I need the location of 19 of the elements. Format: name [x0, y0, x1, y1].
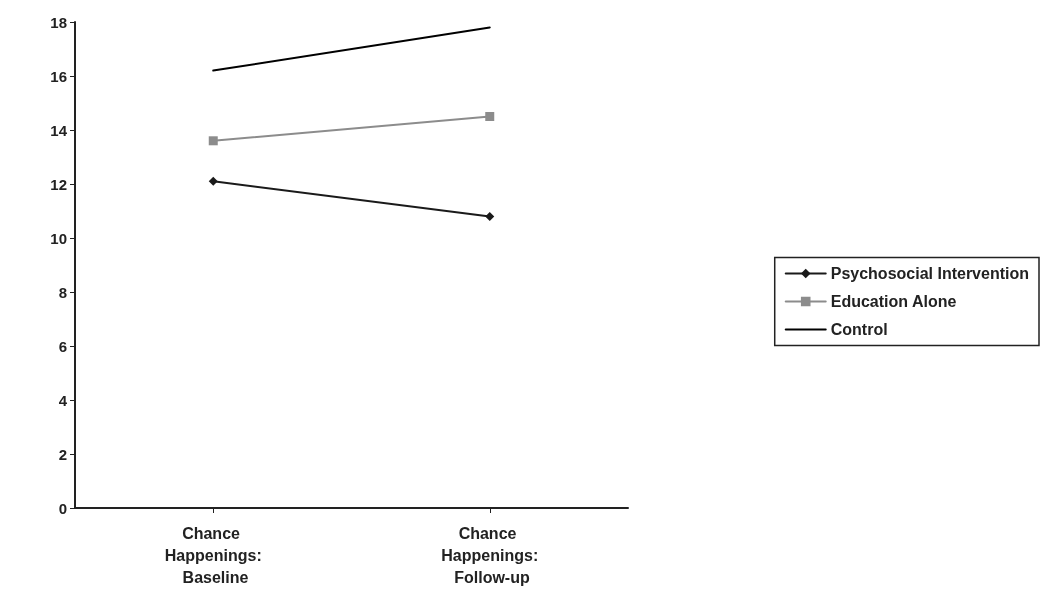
- y-tick-label: 10: [50, 229, 67, 247]
- point: [485, 112, 495, 121]
- y-tick-label: 4: [58, 391, 68, 409]
- y-tick-label: 2: [58, 445, 67, 463]
- y-tick-label: 18: [50, 13, 67, 31]
- y-tick-label: 6: [58, 337, 67, 355]
- y-tick-label: 12: [50, 175, 67, 193]
- x-tick-label: Chance Happenings: Baseline: [164, 524, 262, 586]
- y-tick-label: 8: [58, 283, 67, 301]
- y-tick-label: 16: [50, 67, 67, 85]
- point: [485, 211, 495, 221]
- y-tick-label: 14: [50, 121, 68, 139]
- point: [208, 136, 218, 146]
- point: [208, 176, 218, 186]
- legend-label: Education Alone: [830, 293, 957, 310]
- y-tick-label: 0: [58, 499, 67, 517]
- x-tick-label: Chance Happenings: Follow-up: [441, 524, 539, 586]
- legend-label: Psychosocial Intervention: [830, 265, 1029, 282]
- legend-label: Control: [830, 321, 888, 338]
